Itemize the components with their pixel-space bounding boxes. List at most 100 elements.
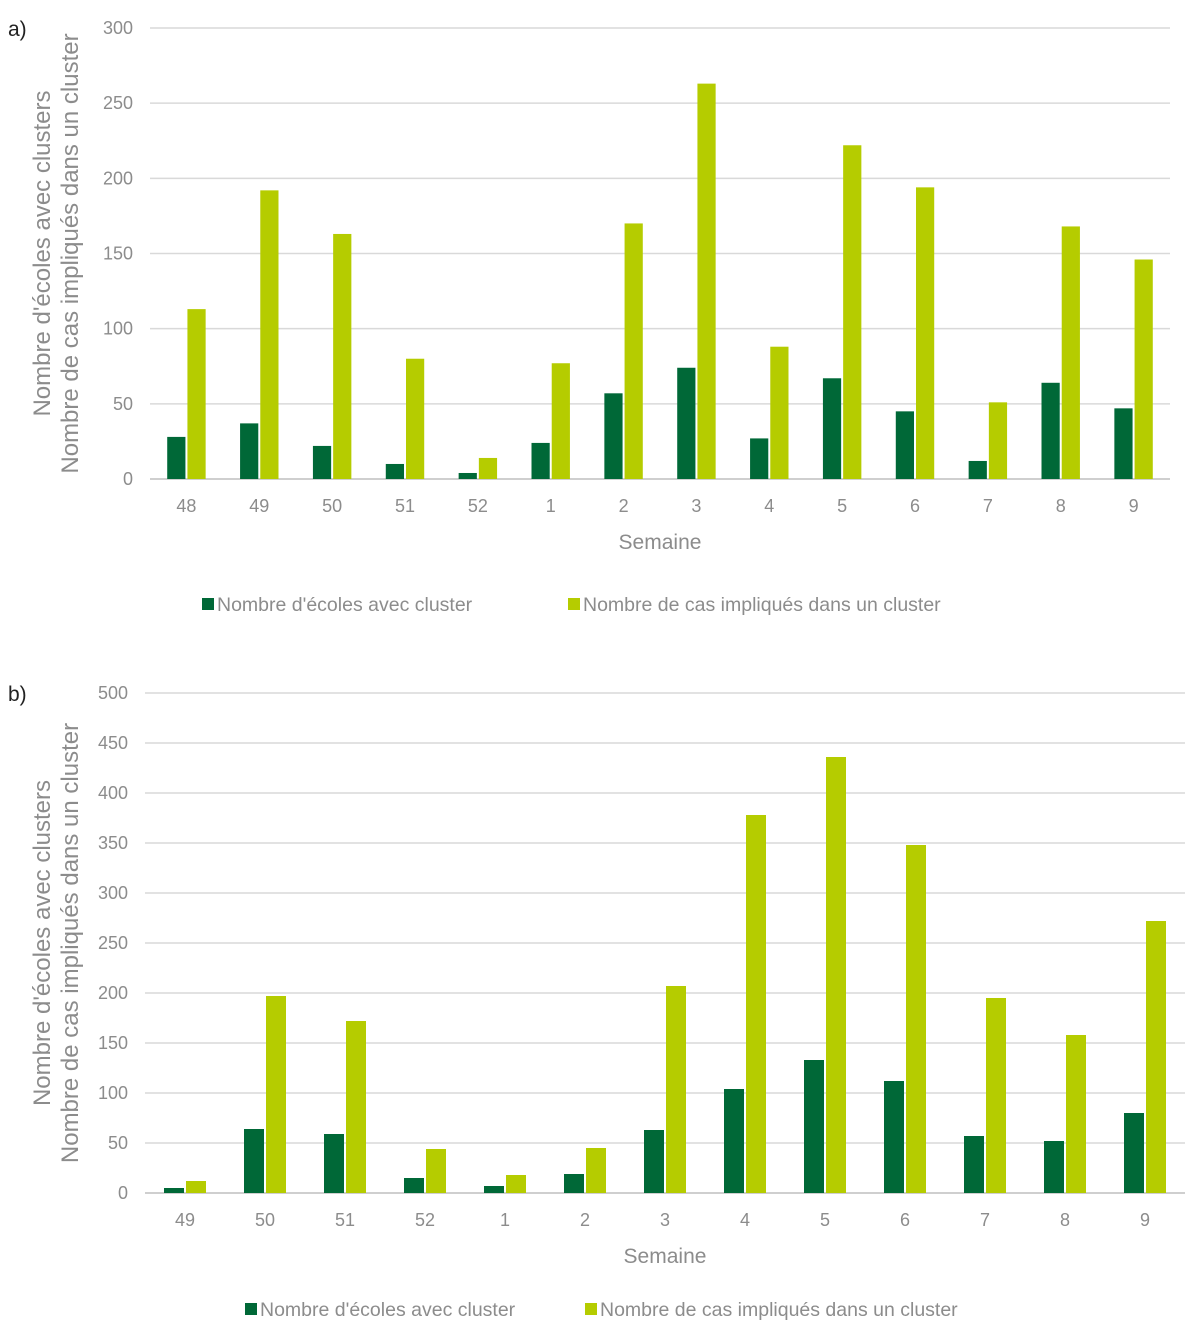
legend-label: Nombre d'écoles avec cluster	[260, 1299, 516, 1320]
bar-cas	[1134, 259, 1153, 479]
bar-cas	[1066, 1035, 1086, 1193]
y-tick-label: 200	[103, 168, 133, 188]
bar-cas	[478, 457, 498, 479]
bar-cas	[1061, 226, 1080, 479]
bar-ecoles	[1044, 1141, 1064, 1193]
y-tick-label: 100	[98, 1083, 128, 1103]
x-tick-label: 4	[764, 496, 774, 516]
bar-cas	[346, 1021, 366, 1193]
y-tick-label: 250	[98, 933, 128, 953]
legend-swatch	[568, 598, 580, 610]
bar-cas	[1146, 921, 1166, 1193]
y-tick-label: 50	[113, 394, 133, 414]
bar-ecoles	[968, 460, 987, 479]
bar-ecoles	[484, 1186, 504, 1193]
legend-swatch	[245, 1303, 257, 1315]
bar-ecoles	[531, 442, 550, 479]
x-tick-label: 50	[322, 496, 342, 516]
bar-cas	[186, 1181, 206, 1193]
x-tick-label: 6	[910, 496, 920, 516]
bar-cas	[624, 223, 643, 479]
y-tick-label: 150	[103, 244, 133, 264]
bar-cas	[260, 190, 279, 480]
bar-cas	[426, 1149, 446, 1193]
bar-ecoles	[1114, 408, 1133, 479]
x-tick-label: 52	[468, 496, 488, 516]
bar-ecoles	[385, 463, 404, 479]
x-tick-label: 1	[546, 496, 556, 516]
bar-ecoles	[324, 1134, 344, 1193]
bar-ecoles	[1124, 1113, 1144, 1193]
y-tick-label: 50	[108, 1133, 128, 1153]
y-tick-label: 300	[98, 883, 128, 903]
legend-label: Nombre d'écoles avec cluster	[217, 594, 473, 616]
y-tick-label: 450	[98, 733, 128, 753]
x-tick-label: 51	[395, 496, 415, 516]
bar-ecoles	[312, 445, 332, 479]
legend-label: Nombre de cas impliqués dans un cluster	[600, 1299, 958, 1320]
y-tick-label: 500	[98, 683, 128, 703]
x-tick-label: 3	[660, 1210, 670, 1230]
x-axis-title: Semaine	[624, 1245, 707, 1268]
x-tick-label: 50	[255, 1210, 275, 1230]
bar-ecoles	[677, 367, 696, 479]
bar-cas	[826, 757, 846, 1193]
y-tick-label: 400	[98, 783, 128, 803]
bar-cas	[988, 402, 1008, 479]
bar-ecoles	[895, 411, 914, 479]
bar-ecoles	[724, 1089, 744, 1193]
y-tick-label: 100	[103, 319, 133, 339]
y-axis-title: Nombre de cas impliqués dans un cluster	[57, 723, 84, 1163]
bar-cas	[770, 346, 789, 479]
bar-cas	[551, 363, 570, 479]
bar-ecoles	[564, 1174, 584, 1193]
bar-cas	[986, 998, 1006, 1193]
chart-panel-a: a) 0 50 100 150 200 250 300 48 49 50 51 52 1 2 3 4 5 6 7 8 9…	[0, 0, 1185, 640]
bar-cas	[586, 1148, 606, 1193]
x-tick-label: 49	[175, 1210, 195, 1230]
bar-ecoles	[404, 1178, 424, 1193]
x-tick-label: 48	[176, 496, 196, 516]
bar-ecoles	[822, 378, 842, 479]
x-tick-label: 51	[335, 1210, 355, 1230]
bar-cas	[843, 145, 862, 479]
bar-cas	[916, 187, 935, 479]
bar-cas	[266, 996, 286, 1193]
bar-ecoles	[750, 438, 769, 479]
bar-ecoles	[644, 1130, 664, 1193]
x-tick-label: 2	[580, 1210, 590, 1230]
bar-cas	[746, 815, 766, 1193]
bar-cas	[506, 1175, 526, 1193]
bar-ecoles	[1041, 382, 1060, 479]
bar-ecoles	[604, 393, 623, 479]
x-tick-label: 49	[249, 496, 269, 516]
bar-cas	[666, 986, 686, 1193]
x-tick-label: 5	[837, 496, 847, 516]
bar-cas	[406, 358, 425, 479]
x-tick-label: 8	[1060, 1210, 1070, 1230]
x-tick-label: 3	[691, 496, 701, 516]
x-tick-label: 9	[1140, 1210, 1150, 1230]
x-tick-label: 1	[500, 1210, 510, 1230]
y-tick-label: 200	[98, 983, 128, 1003]
y-axis-title: Nombre de cas impliqués dans un cluster	[57, 33, 84, 473]
x-axis-title: Semaine	[619, 531, 702, 554]
y-tick-label: 350	[98, 833, 128, 853]
x-tick-label: 7	[983, 496, 993, 516]
x-tick-label: 5	[820, 1210, 830, 1230]
x-tick-label: 4	[740, 1210, 750, 1230]
y-tick-label: 0	[123, 469, 133, 489]
bar-ecoles	[240, 423, 259, 479]
legend-label: Nombre de cas impliqués dans un cluster	[583, 594, 941, 616]
x-tick-label: 2	[619, 496, 629, 516]
x-tick-label: 52	[415, 1210, 435, 1230]
bar-ecoles	[458, 472, 477, 479]
bar-ecoles	[167, 436, 186, 479]
panel-label: b)	[8, 683, 27, 706]
panel-label: a)	[8, 18, 27, 41]
y-tick-label: 300	[103, 18, 133, 38]
y-axis-title: Nombre d'écoles avec clusters	[29, 90, 56, 416]
x-tick-label: 7	[980, 1210, 990, 1230]
y-axis-title: Nombre d'écoles avec clusters	[29, 780, 56, 1106]
